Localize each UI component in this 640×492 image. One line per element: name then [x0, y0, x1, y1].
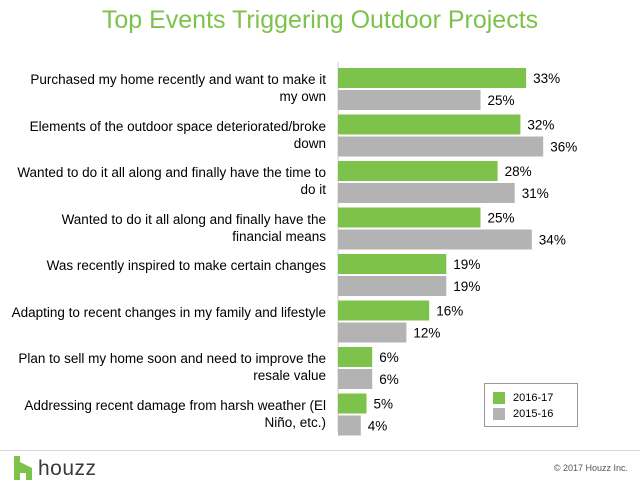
bar-2015-16 [338, 369, 373, 389]
data-label-2015-16: 6% [379, 372, 399, 387]
data-label-2015-16: 36% [550, 140, 577, 155]
legend-swatch-2015-16 [493, 408, 505, 420]
data-label-2016-17: 6% [379, 350, 399, 365]
bar-2016-17 [338, 161, 498, 181]
legend: 2016-17 2015-16 [484, 383, 578, 427]
bar-2015-16 [338, 229, 532, 250]
data-label-2016-17: 5% [374, 397, 394, 412]
data-label-2015-16: 25% [488, 93, 515, 108]
data-label-2015-16: 19% [453, 279, 480, 294]
category-label: Plan to sell my home soon and need to im… [18, 351, 326, 383]
data-label-2016-17: 33% [533, 71, 560, 86]
data-label-2016-17: 32% [527, 118, 554, 133]
bar-2016-17 [338, 114, 521, 135]
category-label: Elements of the outdoor space deteriorat… [29, 118, 326, 151]
data-label-2015-16: 4% [368, 419, 388, 434]
bar-2015-16 [338, 183, 515, 203]
legend-label-2016-17: 2016-17 [513, 392, 554, 404]
legend-swatch-2016-17 [493, 392, 505, 404]
data-label-2015-16: 12% [413, 326, 440, 341]
footer-divider [0, 450, 640, 451]
bar-2015-16 [338, 276, 447, 296]
legend-label-2015-16: 2015-16 [513, 408, 554, 420]
bar-2015-16 [338, 90, 481, 110]
bar-2016-17 [338, 254, 447, 274]
copyright-notice: © 2017 Houzz Inc. [553, 463, 628, 473]
data-label-2016-17: 19% [453, 257, 480, 272]
houzz-logo-text: houzz [38, 457, 97, 480]
category-label: Adapting to recent changes in my family … [11, 304, 326, 320]
bar-2016-17 [338, 68, 527, 88]
category-label: Was recently inspired to make certain ch… [46, 258, 326, 273]
chart-title: Top Events Triggering Outdoor Projects [101, 6, 539, 34]
houzz-logo-icon [14, 456, 32, 480]
bar-2016-17 [338, 347, 373, 367]
bar-2015-16 [338, 136, 544, 157]
bar-2016-17 [338, 207, 481, 228]
bar-2016-17 [338, 300, 430, 321]
bar-2015-16 [338, 415, 361, 436]
data-label-2016-17: 28% [505, 164, 532, 179]
category-label: Purchased my home recently and want to m… [30, 72, 326, 104]
bar-2016-17 [338, 393, 367, 414]
data-label-2016-17: 25% [488, 211, 515, 226]
data-label-2016-17: 16% [436, 304, 463, 319]
bar-chart: 33% 25% 32% 36% 28% 31% 25% 34% 19% 19% 16% 12% 6% 6%… [337, 62, 577, 436]
category-label: Wanted to do it all along and finally ha… [17, 165, 326, 197]
category-label: Wanted to do it all along and finally ha… [61, 211, 326, 244]
bar-2015-16 [338, 322, 407, 343]
category-label: Addressing recent damage from harsh weat… [24, 397, 326, 430]
data-label-2015-16: 31% [522, 186, 549, 201]
data-label-2015-16: 34% [539, 233, 566, 248]
